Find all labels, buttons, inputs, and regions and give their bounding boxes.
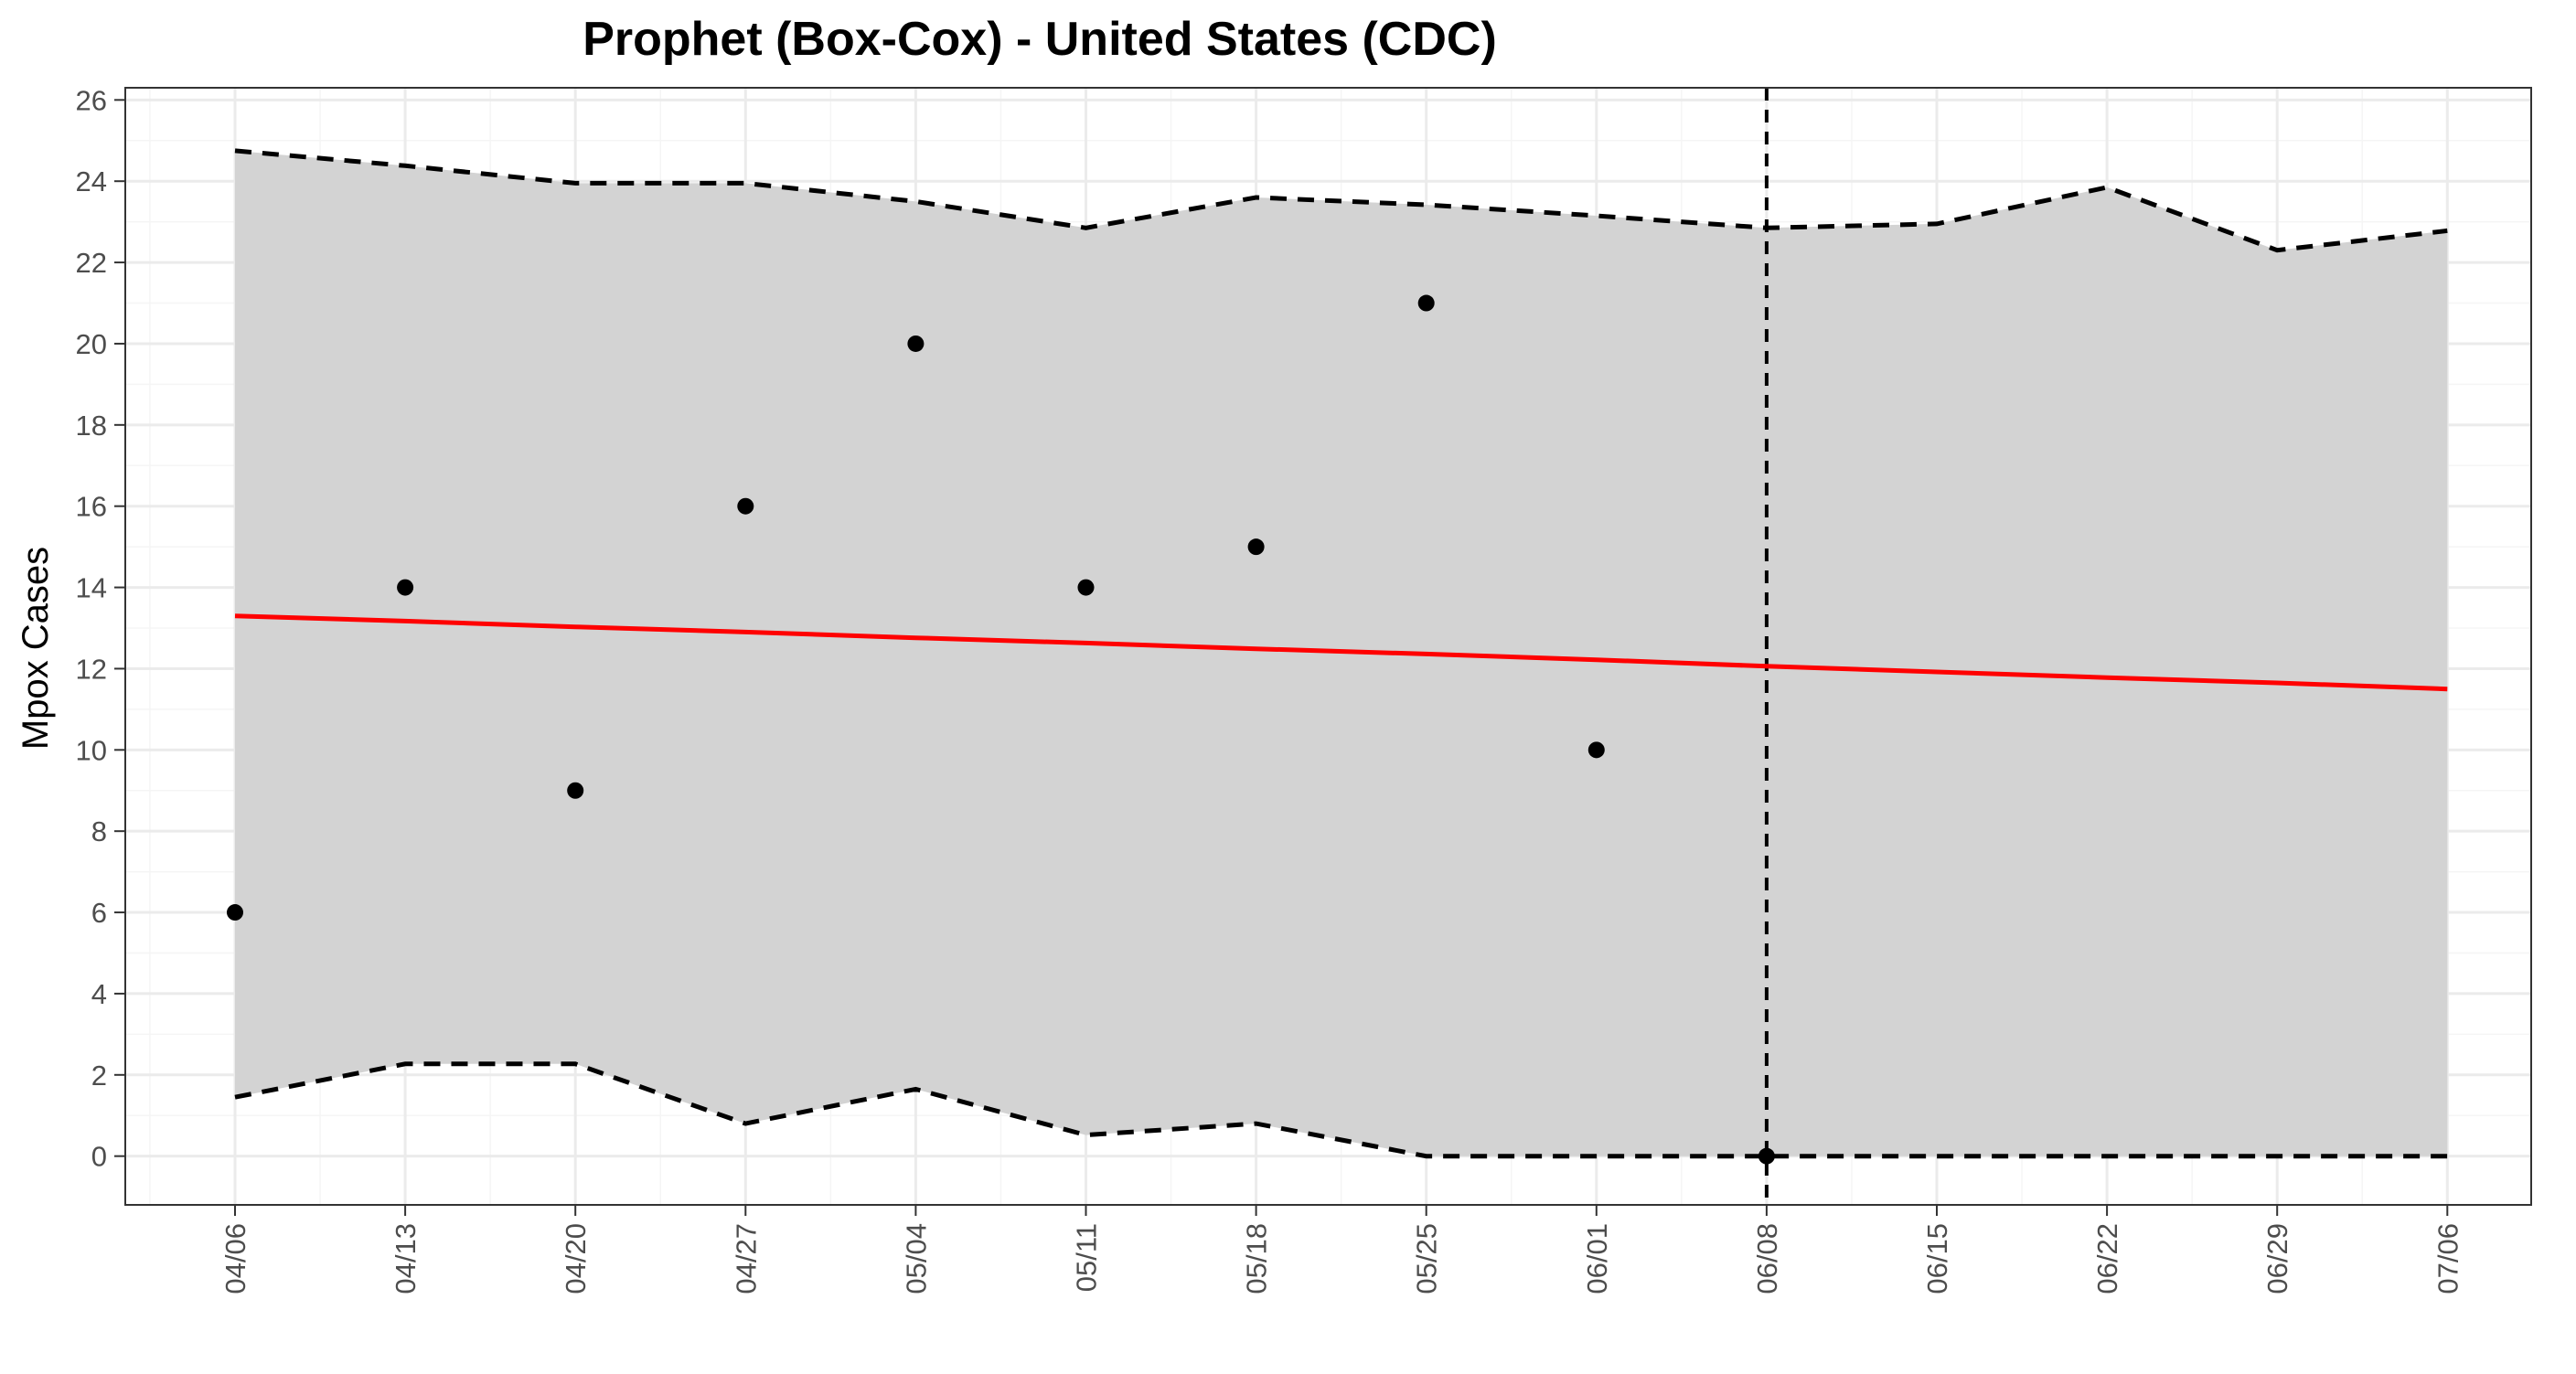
- y-axis-label: Mpox Cases: [16, 547, 56, 750]
- x-axis: 04/06 04/13 04/20 04/27 05/04 05/11 05/18 05/25…: [219, 1205, 2464, 1294]
- observed-point: [1077, 579, 1095, 596]
- observed-point: [567, 782, 584, 799]
- chart-title: Prophet (Box-Cox) - United States (CDC): [583, 13, 1497, 66]
- lower-bound-line: [234, 1061, 2448, 1159]
- x-tick-label: 04/06: [219, 1223, 251, 1294]
- x-tick-label: 06/01: [1581, 1223, 1613, 1294]
- y-tick-label: 0: [91, 1141, 107, 1173]
- y-tick-label: 22: [76, 247, 107, 279]
- observed-point: [737, 497, 754, 515]
- x-tick-label: 04/20: [560, 1223, 592, 1294]
- forecast-line: [234, 613, 2448, 692]
- y-tick-label: 14: [76, 572, 107, 604]
- x-tick-label: 06/08: [1751, 1223, 1783, 1294]
- x-tick-label: 05/18: [1241, 1223, 1273, 1294]
- x-tick-label: 04/27: [730, 1223, 762, 1294]
- observed-point: [1247, 538, 1265, 556]
- y-tick-label: 8: [91, 815, 107, 847]
- observed-point: [397, 579, 414, 596]
- observed-point: [1587, 741, 1605, 759]
- x-tick-label: 06/15: [1921, 1223, 1953, 1294]
- observed-point: [227, 904, 243, 921]
- prediction-interval-bounds: [234, 148, 2448, 1159]
- upper-bound-line: [234, 148, 2448, 253]
- y-tick-label: 10: [76, 734, 107, 766]
- forecast-line-series: [234, 613, 2448, 692]
- x-tick-label: 04/13: [390, 1223, 422, 1294]
- x-tick-label: 05/04: [900, 1223, 932, 1294]
- y-tick-label: 24: [76, 165, 107, 197]
- observed-points-series: [227, 294, 1775, 1165]
- observed-point: [1417, 294, 1435, 312]
- y-tick-label: 16: [76, 491, 107, 523]
- y-tick-label: 4: [91, 978, 107, 1010]
- y-tick-label: 18: [76, 410, 107, 442]
- panel-border: [124, 87, 2532, 1206]
- observed-point: [907, 335, 925, 352]
- x-tick-label: 05/11: [1071, 1223, 1103, 1292]
- y-tick-label: 2: [91, 1060, 107, 1092]
- x-tick-label: 05/25: [1411, 1223, 1443, 1294]
- x-tick-label: 06/22: [2091, 1223, 2123, 1294]
- observed-point: [1758, 1147, 1775, 1165]
- panel-frame: [124, 87, 2532, 1206]
- y-tick-label: 20: [76, 328, 107, 360]
- x-tick-label: 06/29: [2261, 1223, 2293, 1294]
- x-tick-label: 07/06: [2432, 1223, 2464, 1294]
- y-tick-label: 6: [91, 897, 107, 929]
- y-tick-label: 12: [76, 653, 107, 685]
- y-tick-label: 26: [76, 84, 107, 116]
